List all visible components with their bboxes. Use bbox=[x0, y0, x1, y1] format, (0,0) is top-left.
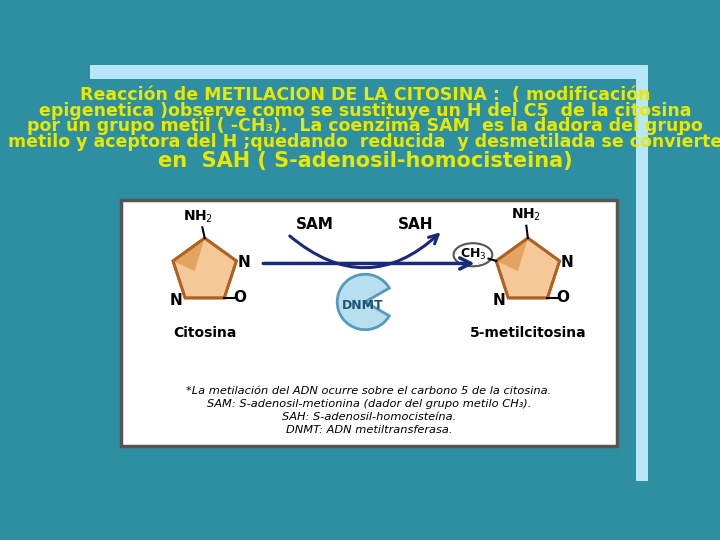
Text: SAM: S-adenosil-metionina (dador del grupo metilo CH₃).: SAM: S-adenosil-metionina (dador del gru… bbox=[207, 399, 531, 409]
Ellipse shape bbox=[454, 243, 492, 266]
Text: N: N bbox=[238, 255, 251, 270]
Wedge shape bbox=[337, 274, 390, 330]
Text: CH$_3$: CH$_3$ bbox=[459, 247, 486, 262]
Text: por un grupo metil ( -CH₃).  La coenzima SAM  es la dadora del grupo: por un grupo metil ( -CH₃). La coenzima … bbox=[27, 117, 703, 135]
Polygon shape bbox=[173, 238, 236, 298]
Polygon shape bbox=[173, 238, 204, 271]
Text: SAM: SAM bbox=[296, 217, 333, 232]
Text: Citosina: Citosina bbox=[173, 326, 236, 340]
Text: SAH: S-adenosil-homocisteína.: SAH: S-adenosil-homocisteína. bbox=[282, 412, 456, 422]
Bar bbox=[636, 65, 648, 481]
Text: DNMT: ADN metiltransferasa.: DNMT: ADN metiltransferasa. bbox=[286, 425, 452, 435]
Text: NH$_2$: NH$_2$ bbox=[184, 208, 214, 225]
Polygon shape bbox=[496, 238, 528, 271]
Text: N: N bbox=[561, 255, 574, 270]
Text: DNMT: DNMT bbox=[342, 299, 384, 312]
Text: O: O bbox=[233, 291, 246, 306]
Text: metilo y aceptora del H ;quedando  reducida  y desmetilada se convierte: metilo y aceptora del H ;quedando reduci… bbox=[8, 133, 720, 151]
FancyArrowPatch shape bbox=[289, 234, 438, 268]
Polygon shape bbox=[496, 238, 559, 298]
Text: en  SAH ( S-adenosil-homocisteina): en SAH ( S-adenosil-homocisteina) bbox=[158, 151, 572, 171]
Bar bbox=[90, 65, 648, 79]
Text: *La metilación del ADN ocurre sobre el carbono 5 de la citosina.: *La metilación del ADN ocurre sobre el c… bbox=[186, 386, 552, 396]
Text: N: N bbox=[169, 293, 182, 308]
Text: NH$_2$: NH$_2$ bbox=[511, 207, 541, 223]
Text: epigenetica )observe como se sustituye un H del C5  de la citosina: epigenetica )observe como se sustituye u… bbox=[39, 102, 691, 120]
Text: SAH: SAH bbox=[397, 217, 433, 232]
Text: Reacción de METILACION DE LA CITOSINA :  ( modificación: Reacción de METILACION DE LA CITOSINA : … bbox=[80, 86, 650, 104]
Text: O: O bbox=[557, 291, 570, 306]
Bar bbox=[121, 200, 617, 446]
Text: 5-metilcitosina: 5-metilcitosina bbox=[469, 326, 586, 340]
Text: N: N bbox=[492, 293, 505, 308]
